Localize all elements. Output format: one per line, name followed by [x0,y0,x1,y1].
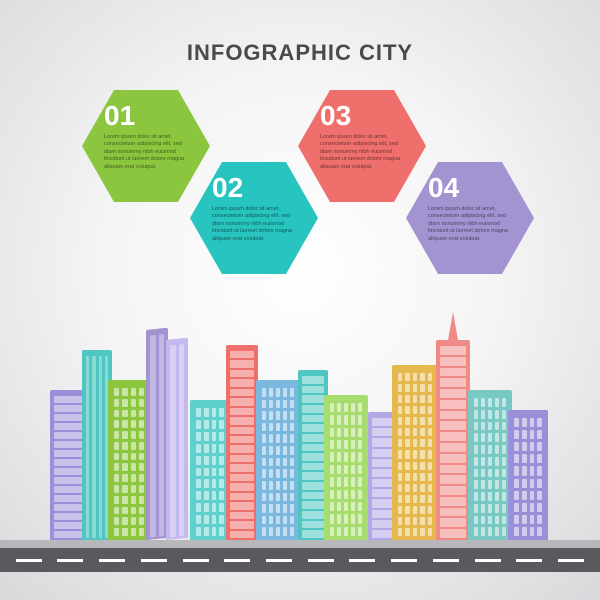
building [508,410,548,540]
hexagon-01: 01 Lorem ipsum dolor sit amet, consectetu… [82,90,210,202]
building [166,338,188,540]
city-skyline [0,310,600,540]
road-dash [391,559,417,562]
road-dash [349,559,375,562]
road-dash [433,559,459,562]
hexagon-04: 04 Lorem ipsum dolor sit amet, consectetu… [406,162,534,274]
hexagon-body: Lorem ipsum dolor sit amet, consectetuer… [314,134,410,171]
road-pavement [0,540,600,548]
hexagon-body: Lorem ipsum dolor sit amet, consectetuer… [422,206,518,243]
building [50,390,86,540]
hexagon-number: 01 [104,102,194,130]
road-dash [475,559,501,562]
road-dash [57,559,83,562]
building [468,390,512,540]
road-dash [183,559,209,562]
building [256,380,300,540]
hexagon-number: 04 [428,174,518,202]
hexagon-group: 01 Lorem ipsum dolor sit amet, consectetu… [0,90,600,320]
road-dash [224,559,250,562]
hexagon-02: 02 Lorem ipsum dolor sit amet, consectetu… [190,162,318,274]
road-dash [266,559,292,562]
road-dash [99,559,125,562]
building [324,395,368,540]
hexagon-number: 03 [320,102,410,130]
road-dash [516,559,542,562]
building [190,400,230,540]
page-title: INFOGRAPHIC CITY [0,40,600,66]
building [392,365,438,540]
building [108,380,150,540]
building [146,328,168,540]
road [0,540,600,572]
hexagon-body: Lorem ipsum dolor sit amet, consectetuer… [206,206,302,243]
building [226,345,258,540]
road-asphalt [0,548,600,572]
road-dash [141,559,167,562]
road-dash [308,559,334,562]
hexagon-number: 02 [212,174,302,202]
building [436,340,470,540]
hexagon-03: 03 Lorem ipsum dolor sit amet, consectetu… [298,90,426,202]
road-dash [16,559,42,562]
hexagon-body: Lorem ipsum dolor sit amet, consectetuer… [98,134,194,171]
road-dash [558,559,584,562]
